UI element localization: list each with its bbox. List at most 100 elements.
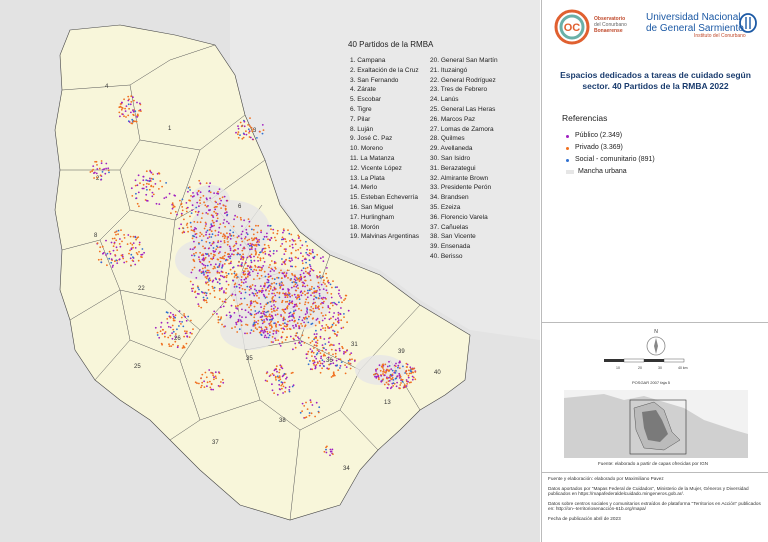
care-space-point: [247, 243, 250, 246]
care-space-point: [166, 321, 169, 324]
care-space-point: [112, 245, 115, 248]
care-space-point: [266, 286, 269, 289]
care-space-point: [387, 383, 389, 385]
care-space-point: [414, 371, 417, 373]
care-space-point: [316, 317, 319, 320]
care-space-point: [284, 301, 287, 303]
care-space-point: [280, 269, 282, 272]
partido-number-label: 2: [96, 176, 100, 182]
care-space-point: [221, 275, 224, 278]
care-space-point: [269, 301, 272, 303]
care-space-point: [197, 286, 200, 289]
care-space-point: [374, 372, 377, 375]
north-arrow-icon: N: [646, 329, 666, 356]
care-space-point: [310, 323, 313, 325]
care-space-point: [338, 342, 341, 345]
care-space-point: [324, 283, 326, 285]
care-space-point: [279, 287, 282, 289]
care-space-point: [150, 184, 153, 187]
care-space-point: [344, 297, 347, 300]
care-space-point: [193, 235, 196, 238]
care-space-point: [242, 270, 245, 273]
care-space-point: [176, 213, 178, 216]
care-space-point: [192, 192, 194, 194]
care-space-point: [249, 274, 251, 276]
care-space-point: [135, 252, 138, 254]
care-space-point: [212, 287, 215, 290]
care-space-point: [158, 336, 161, 339]
care-space-point: [249, 242, 252, 245]
care-space-point: [95, 172, 98, 175]
care-space-point: [105, 239, 107, 242]
care-space-point: [331, 286, 333, 289]
care-space-point: [159, 330, 162, 333]
care-space-point: [250, 126, 253, 129]
care-space-point: [257, 272, 259, 275]
care-space-point: [377, 375, 380, 377]
care-space-point: [247, 124, 250, 126]
care-space-point: [259, 285, 262, 287]
care-space-point: [258, 326, 261, 328]
care-space-point: [332, 371, 335, 374]
care-space-point: [216, 313, 218, 315]
care-space-point: [209, 292, 212, 295]
care-space-point: [227, 283, 230, 286]
care-space-point: [340, 361, 343, 363]
care-space-point: [204, 276, 207, 278]
care-space-point: [331, 304, 334, 307]
care-space-point: [223, 241, 226, 244]
care-space-point: [221, 235, 224, 238]
care-space-point: [172, 328, 175, 331]
care-space-point: [335, 324, 337, 327]
care-space-point: [182, 325, 185, 328]
care-space-point: [123, 237, 126, 239]
care-space-point: [279, 245, 282, 248]
care-space-point: [253, 278, 255, 281]
footer-notes: Fuente y elaboración: elaborado por Maxi…: [548, 476, 763, 526]
care-space-point: [280, 381, 283, 383]
care-space-point: [205, 282, 208, 285]
care-space-point: [283, 318, 286, 320]
care-space-point: [252, 323, 255, 326]
care-space-point: [288, 294, 290, 296]
care-space-point: [205, 231, 208, 234]
care-space-point: [180, 214, 183, 217]
care-space-point: [238, 290, 241, 293]
care-space-point: [238, 261, 240, 263]
care-space-point: [234, 214, 237, 217]
care-space-point: [253, 305, 256, 308]
partido-number-label: 37: [212, 440, 219, 446]
care-space-point: [186, 206, 189, 209]
care-space-point: [329, 448, 332, 451]
care-space-point: [272, 307, 275, 310]
care-space-point: [241, 288, 244, 290]
care-space-point: [229, 237, 232, 240]
map-title: Espacios dedicados a tareas de cuidado s…: [560, 70, 751, 91]
care-space-point: [141, 187, 144, 190]
care-space-point: [281, 341, 284, 343]
care-space-point: [180, 202, 183, 205]
partidos-list-title: 40 Partidos de la RMBA: [348, 40, 434, 49]
care-space-point: [284, 339, 287, 341]
care-space-point: [329, 344, 331, 347]
care-space-point: [321, 359, 324, 362]
care-space-point: [277, 277, 280, 279]
care-space-point: [200, 271, 203, 273]
care-space-point: [287, 320, 289, 323]
care-space-point: [258, 269, 261, 272]
care-space-point: [199, 221, 202, 224]
care-space-point: [169, 326, 172, 329]
care-space-point: [166, 318, 169, 320]
care-space-point: [315, 364, 318, 366]
care-space-point: [401, 380, 404, 383]
care-space-point: [283, 372, 286, 375]
care-space-point: [97, 258, 100, 261]
care-space-point: [281, 308, 284, 311]
obs-line2: del Conurbano: [594, 22, 627, 28]
care-space-point: [264, 250, 266, 253]
care-space-point: [339, 312, 342, 315]
care-space-point: [223, 219, 226, 221]
care-space-point: [263, 295, 266, 298]
map-panel[interactable]: 4 1 3 2 6 8 22 26 25 35 31 36 39 40 13 37 38 34 40 Partid…: [0, 0, 540, 542]
